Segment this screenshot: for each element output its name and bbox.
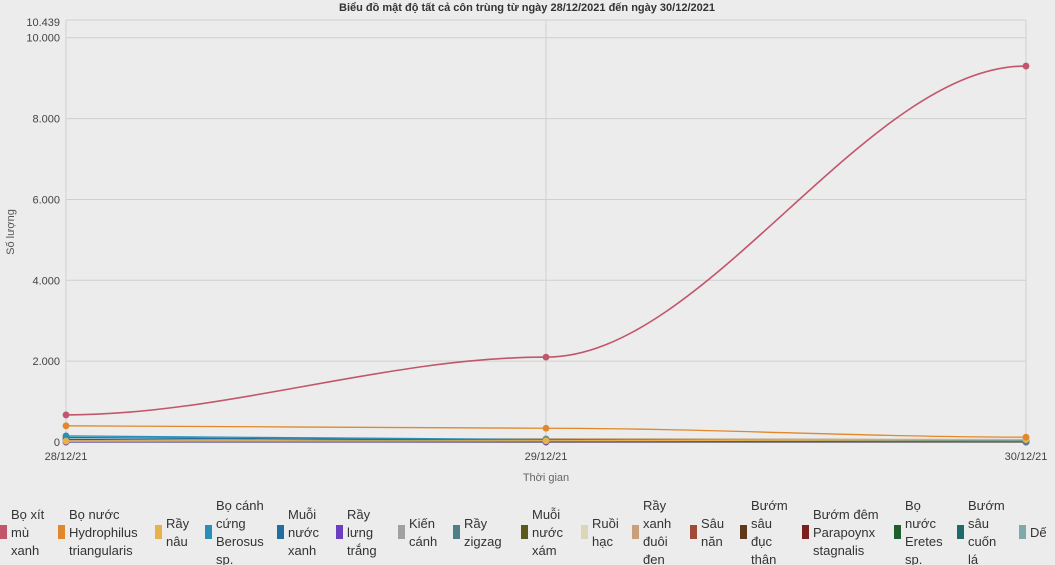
legend-label: Bọ nước Eretes sp. <box>905 498 943 565</box>
legend-swatch <box>277 525 284 539</box>
legend-item[interactable]: Muỗi nước xanh <box>277 507 319 558</box>
y-axis-max-label: 10.439 <box>26 17 60 29</box>
legend-item[interactable]: Bướm sâu cuốn lá <box>957 498 1005 565</box>
legend-swatch <box>0 525 7 539</box>
x-tick-label: 29/12/21 <box>525 451 568 463</box>
legend-swatch <box>336 525 343 539</box>
data-point[interactable] <box>62 437 70 445</box>
legend-label: Kiến cánh <box>409 516 437 549</box>
chart-title: Biểu đồ mật độ tất cả côn trùng từ ngày … <box>339 2 715 14</box>
legend-swatch <box>894 525 901 539</box>
legend-swatch <box>398 525 405 539</box>
legend-item[interactable]: Bọ xít mù xanh <box>0 507 45 558</box>
legend-item[interactable]: Muỗi nước xám <box>521 507 563 558</box>
legend-swatch <box>802 525 809 539</box>
legend-item[interactable]: Rầy lưng trắng <box>336 507 377 558</box>
legend-item[interactable]: Sâu năn <box>690 516 724 549</box>
legend-label: Rầy lưng trắng <box>347 507 377 558</box>
legend-item[interactable]: Bướm đêm Parapoynx stagnalis <box>802 507 879 558</box>
data-point[interactable] <box>62 422 70 430</box>
series-line <box>65 65 1027 416</box>
data-point[interactable] <box>542 353 550 361</box>
grid <box>65 19 1027 443</box>
legend-item[interactable]: Bọ nước Eretes sp. <box>894 498 943 565</box>
legend-label: Muỗi nước xanh <box>288 507 319 558</box>
y-tick-label: 6.000 <box>32 194 60 206</box>
x-axis-ticks: 28/12/21 29/12/21 30/12/21 <box>45 451 1048 463</box>
legend-swatch <box>205 525 212 539</box>
legend-item[interactable]: Rầy xanh đuôi đen <box>632 498 671 565</box>
x-tick-label: 28/12/21 <box>45 451 88 463</box>
legend-label: Rầy nâu <box>166 516 190 549</box>
legend-item[interactable]: Bướm sâu đục thân <box>740 498 788 565</box>
legend-swatch <box>690 525 697 539</box>
legend-label: Rầy zigzag <box>464 516 502 549</box>
series-lines <box>62 62 1030 446</box>
data-point[interactable] <box>62 432 70 440</box>
data-point[interactable] <box>62 411 70 419</box>
legend-item[interactable]: Bọ nước Hydrophilus triangularis <box>58 507 138 558</box>
legend-label: Dế <box>1030 525 1047 540</box>
legend-swatch <box>740 525 747 539</box>
legend-swatch <box>58 525 65 539</box>
legend: Bọ xít mù xanh Bọ nước Hydrophilus triangular… <box>0 498 1047 565</box>
legend-label: Muỗi nước xám <box>532 507 563 558</box>
data-point[interactable] <box>1022 433 1030 441</box>
legend-swatch <box>1019 525 1026 539</box>
legend-item[interactable]: Bọ cánh cứng Berosus sp. <box>205 498 264 565</box>
legend-item[interactable]: Kiến cánh <box>398 516 437 549</box>
y-tick-label: 4.000 <box>32 275 60 287</box>
y-tick-label: 10.000 <box>26 33 60 45</box>
legend-label: Bướm sâu cuốn lá <box>968 498 1005 565</box>
legend-swatch <box>632 525 639 539</box>
legend-swatch <box>155 525 162 539</box>
legend-label: Bọ nước Hydrophilus triangularis <box>69 507 138 558</box>
y-tick-label: 8.000 <box>32 114 60 126</box>
data-point[interactable] <box>1022 62 1030 70</box>
legend-item[interactable]: Rầy zigzag <box>453 516 502 549</box>
legend-swatch <box>453 525 460 539</box>
y-axis-label: Số lượng <box>5 209 17 255</box>
legend-label: Bướm đêm Parapoynx stagnalis <box>813 507 879 558</box>
legend-label: Ruồi hạc <box>592 516 619 549</box>
legend-label: Bọ xít mù xanh <box>11 507 45 558</box>
data-point[interactable] <box>542 424 550 432</box>
legend-swatch <box>957 525 964 539</box>
x-axis-label: Thời gian <box>523 472 569 484</box>
legend-label: Bướm sâu đục thân <box>751 498 788 565</box>
y-axis-ticks: 0 2.000 4.000 6.000 8.000 10.000 <box>26 33 60 449</box>
legend-swatch <box>521 525 528 539</box>
y-tick-label: 2.000 <box>32 356 60 368</box>
legend-item[interactable]: Ruồi hạc <box>581 516 619 549</box>
legend-label: Sâu năn <box>701 516 724 549</box>
legend-label: Bọ cánh cứng Berosus sp. <box>216 498 264 565</box>
legend-item[interactable]: Rầy nâu <box>155 516 190 549</box>
legend-swatch <box>581 525 588 539</box>
y-tick-label: 0 <box>54 437 60 449</box>
x-tick-label: 30/12/21 <box>1005 451 1048 463</box>
legend-item[interactable]: Dế <box>1019 525 1047 540</box>
data-point[interactable] <box>542 437 550 445</box>
legend-label: Rầy xanh đuôi đen <box>643 498 671 565</box>
